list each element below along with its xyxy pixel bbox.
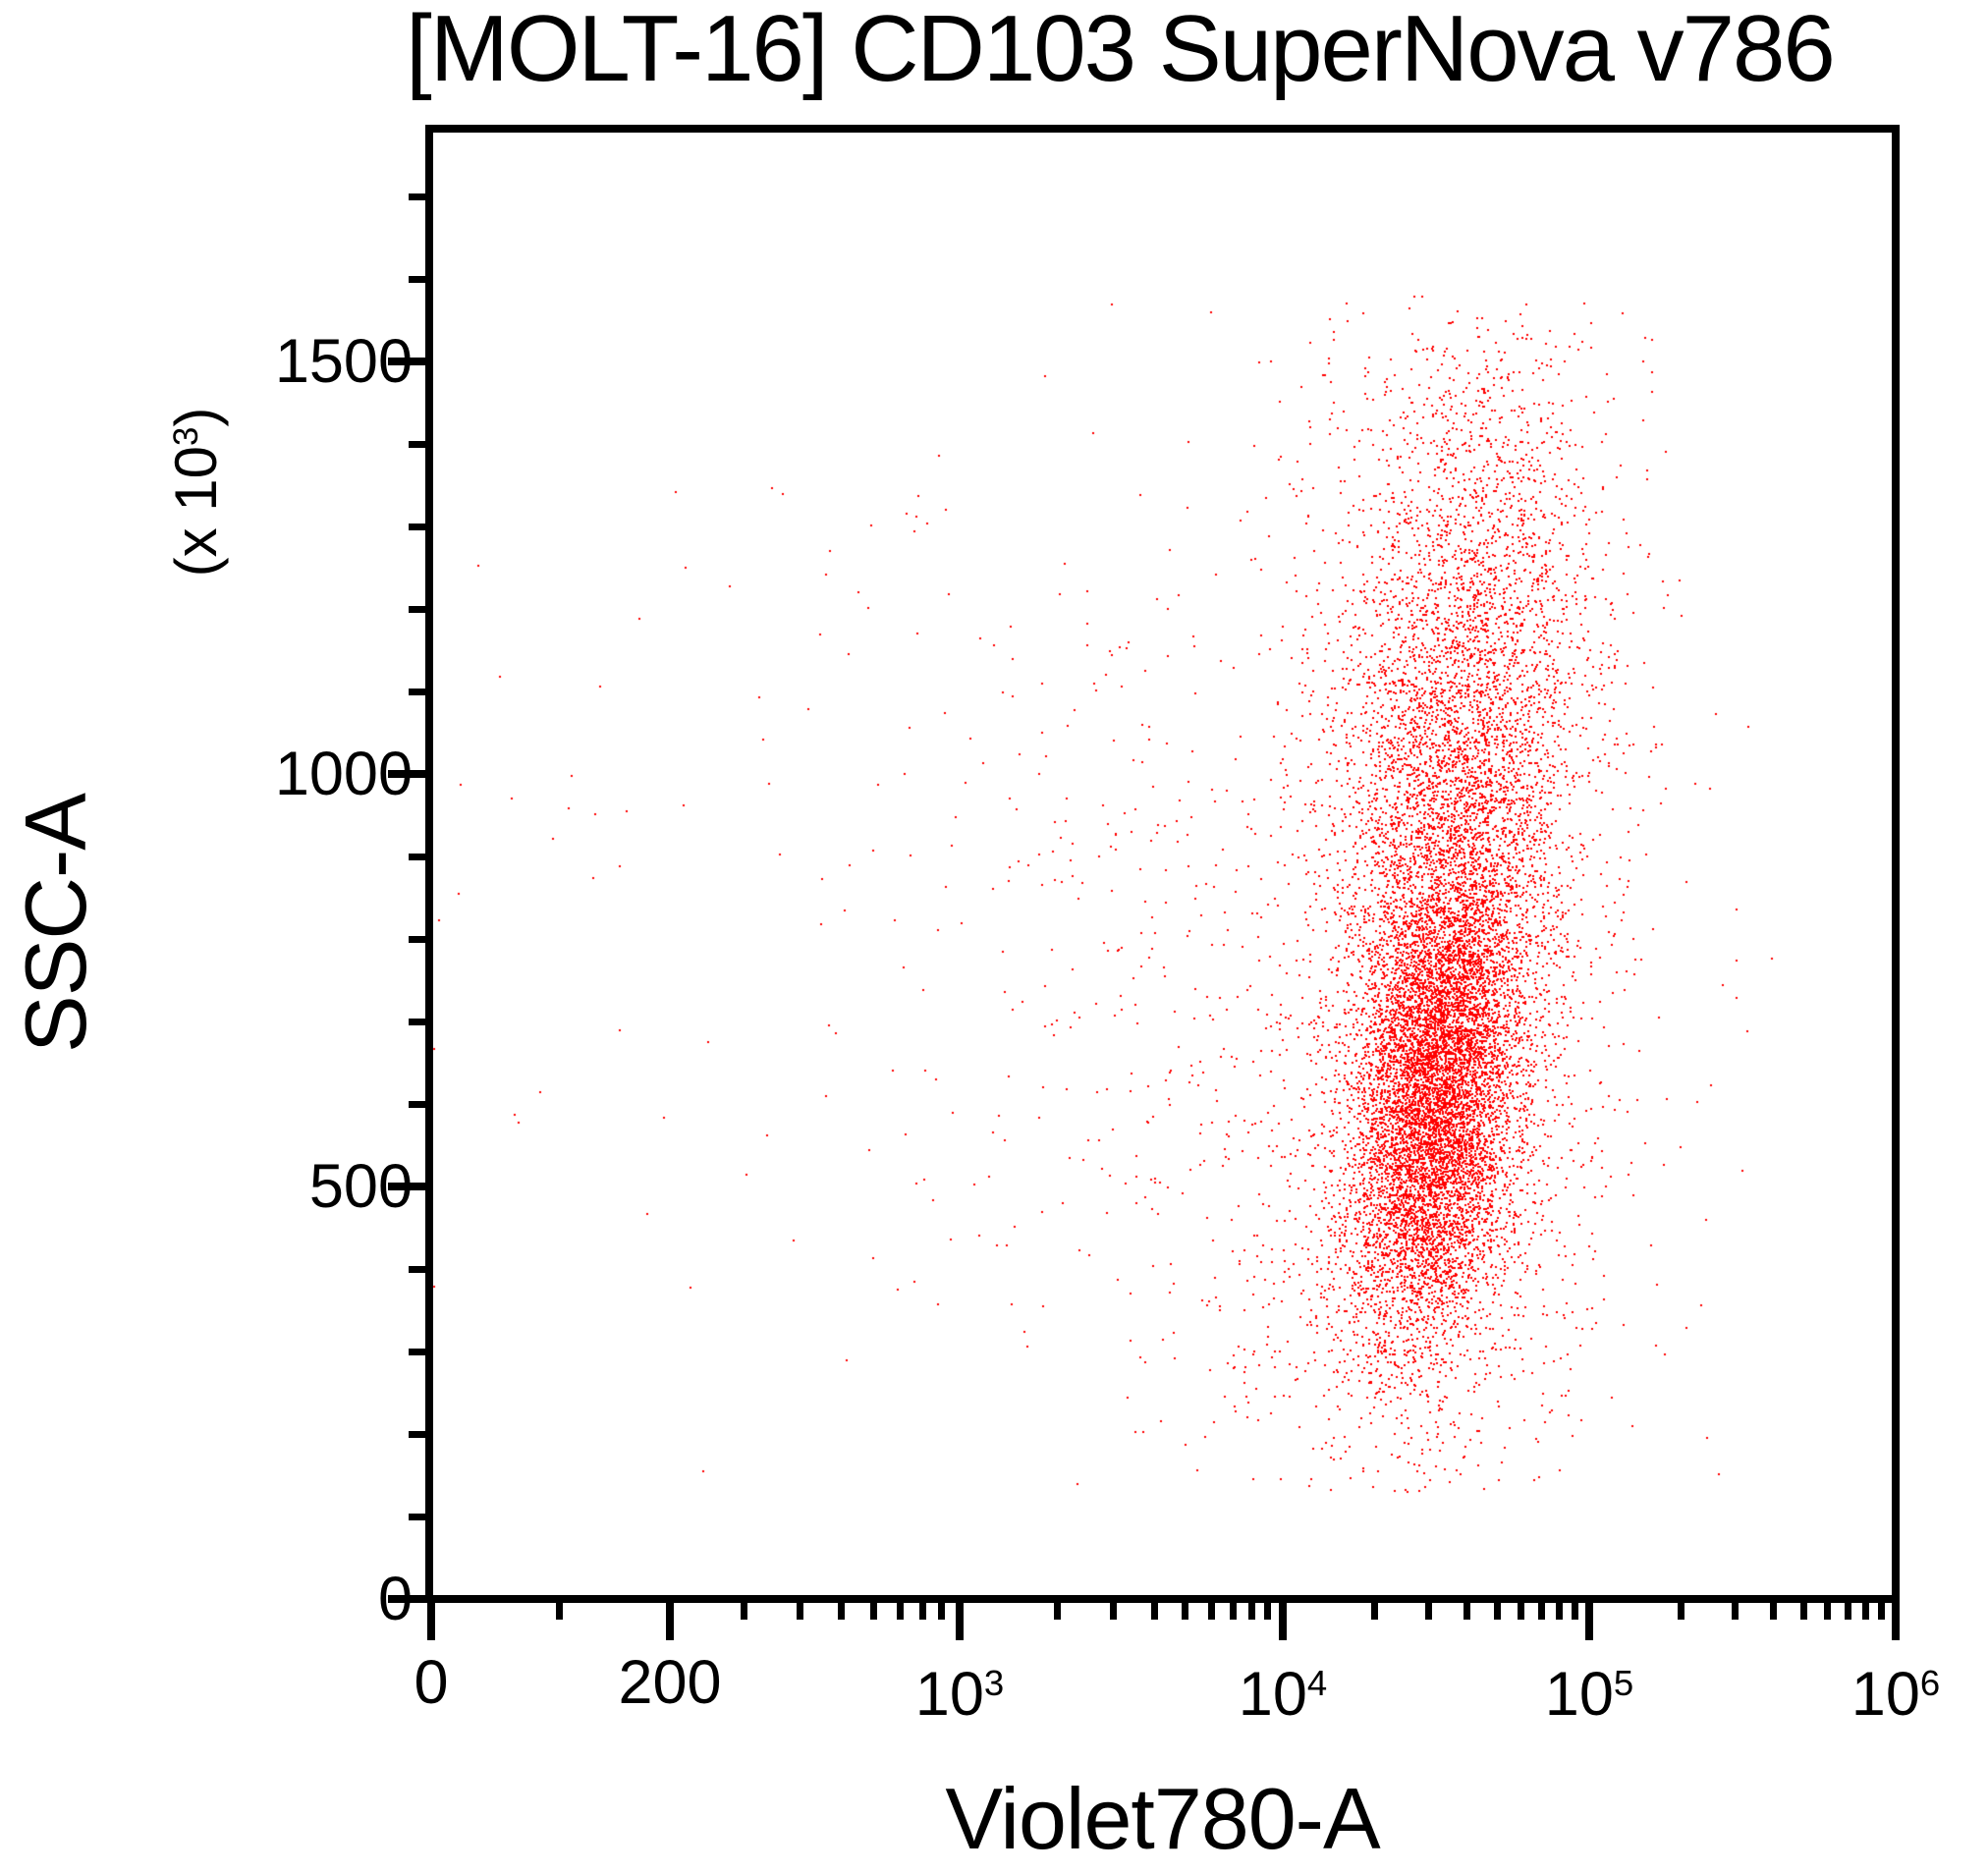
x-major-tick xyxy=(427,1599,435,1640)
y-minor-tick xyxy=(409,605,429,613)
x-minor-tick xyxy=(1229,1599,1237,1620)
x-minor-tick xyxy=(1732,1599,1740,1620)
x-minor-tick xyxy=(1518,1599,1525,1620)
x-tick-label: 200 xyxy=(618,1652,721,1714)
x-minor-tick xyxy=(1182,1599,1189,1620)
y-minor-tick xyxy=(409,1430,429,1438)
y-minor-tick xyxy=(409,1348,429,1355)
y-tick-label: 0 xyxy=(377,1565,413,1633)
x-minor-tick xyxy=(1572,1599,1579,1620)
x-tick-label-exponent: 6 xyxy=(1919,1663,1941,1703)
x-tick-label-exponent: 3 xyxy=(983,1663,1005,1703)
x-minor-tick xyxy=(1799,1599,1807,1620)
x-minor-tick xyxy=(796,1599,803,1620)
x-tick-label: 103 xyxy=(915,1652,1004,1726)
y-tick-label: 500 xyxy=(308,1152,413,1222)
x-tick-label: 104 xyxy=(1239,1652,1327,1726)
y-axis-unit-prefix: (x 10 xyxy=(163,445,229,578)
x-minor-tick xyxy=(1264,1599,1272,1620)
x-minor-tick xyxy=(869,1599,877,1620)
x-minor-tick xyxy=(837,1599,845,1620)
y-axis-unit-suffix: ) xyxy=(163,407,229,427)
x-minor-tick xyxy=(1425,1599,1433,1620)
x-axis-title: Violet780-A xyxy=(945,1770,1380,1867)
x-minor-tick xyxy=(1463,1599,1471,1620)
y-major-tick xyxy=(388,358,429,366)
y-minor-tick xyxy=(409,688,429,695)
plot-frame xyxy=(425,125,1900,1603)
y-minor-tick xyxy=(409,1265,429,1273)
x-minor-tick xyxy=(1878,1599,1886,1620)
x-minor-tick xyxy=(1770,1599,1778,1620)
y-axis-unit: (x 103) xyxy=(163,408,229,578)
x-minor-tick xyxy=(896,1599,904,1620)
x-minor-tick xyxy=(918,1599,926,1620)
x-tick-label-base: 10 xyxy=(1850,1660,1920,1730)
x-tick-label-base: 10 xyxy=(914,1660,984,1730)
x-minor-tick xyxy=(1110,1599,1118,1620)
x-tick-label: 105 xyxy=(1545,1652,1633,1726)
y-minor-tick xyxy=(409,1018,429,1025)
y-minor-tick xyxy=(409,1100,429,1108)
x-minor-tick xyxy=(1678,1599,1685,1620)
chart-title: [MOLT-16] CD103 SuperNova v786 xyxy=(406,0,1836,101)
x-minor-tick xyxy=(1150,1599,1158,1620)
y-minor-tick xyxy=(409,193,429,200)
x-minor-tick xyxy=(1207,1599,1215,1620)
x-major-tick xyxy=(956,1599,964,1640)
x-minor-tick xyxy=(1845,1599,1852,1620)
x-minor-tick xyxy=(555,1599,563,1620)
x-major-tick xyxy=(666,1599,674,1640)
x-tick-label-base: 10 xyxy=(1238,1660,1307,1730)
y-major-tick xyxy=(388,1183,429,1191)
x-major-tick xyxy=(1585,1599,1593,1640)
y-tick-label: 1500 xyxy=(274,327,413,397)
x-minor-tick xyxy=(1538,1599,1546,1620)
x-tick-label: 106 xyxy=(1851,1652,1940,1726)
y-minor-tick xyxy=(409,853,429,860)
x-minor-tick xyxy=(740,1599,747,1620)
x-minor-tick xyxy=(937,1599,945,1620)
x-minor-tick xyxy=(1247,1599,1255,1620)
x-tick-label-exponent: 4 xyxy=(1306,1663,1328,1703)
y-axis-title: SSC-A xyxy=(7,794,104,1053)
x-minor-tick xyxy=(1371,1599,1379,1620)
x-tick-label-base: 200 xyxy=(618,1648,722,1717)
x-tick-label: 0 xyxy=(414,1652,448,1714)
x-minor-tick xyxy=(1824,1599,1832,1620)
y-minor-tick xyxy=(409,1513,429,1520)
y-minor-tick xyxy=(409,935,429,943)
y-axis-unit-exponent: 3 xyxy=(166,426,205,446)
x-tick-label-exponent: 5 xyxy=(1613,1663,1634,1703)
x-tick-label-base: 10 xyxy=(1544,1660,1614,1730)
y-major-tick xyxy=(388,770,429,779)
x-major-tick xyxy=(1279,1599,1287,1640)
y-minor-tick xyxy=(409,275,429,283)
x-minor-tick xyxy=(1053,1599,1061,1620)
x-tick-label-base: 0 xyxy=(414,1648,449,1717)
x-minor-tick xyxy=(1556,1599,1564,1620)
x-major-tick xyxy=(1892,1599,1900,1640)
x-minor-tick xyxy=(1862,1599,1870,1620)
y-major-tick xyxy=(388,1595,429,1603)
y-minor-tick xyxy=(409,523,429,530)
x-minor-tick xyxy=(1493,1599,1501,1620)
y-minor-tick xyxy=(409,440,429,448)
y-tick-label: 1000 xyxy=(274,740,413,809)
